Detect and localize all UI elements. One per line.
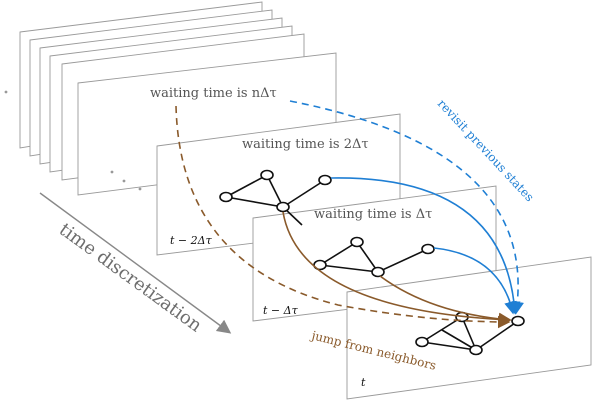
time-label-t: t [361, 376, 366, 389]
waiting-label-2: waiting time is 2Δτ [242, 137, 369, 152]
time-label-2: t − 2Δτ [170, 234, 213, 247]
time-label-1: t − Δτ [263, 304, 299, 317]
waiting-label-n: waiting time is nΔτ [150, 86, 277, 101]
graph-frame-1 [313, 236, 435, 278]
revisit-arrows [289, 100, 524, 315]
jump-arrows [175, 105, 512, 329]
waiting-label-1: waiting time is Δτ [314, 207, 432, 222]
graph-frame-2 [219, 169, 332, 226]
